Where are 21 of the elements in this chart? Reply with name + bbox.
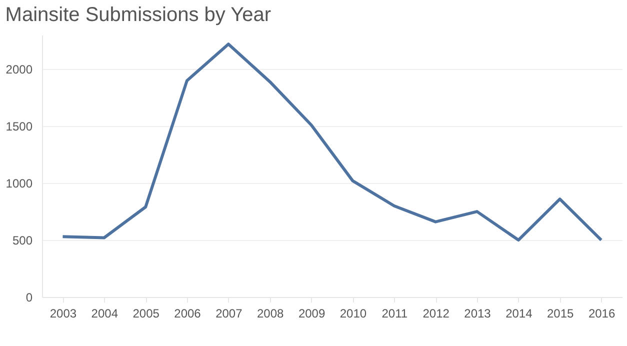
y-tick-label: 1000 <box>6 176 33 191</box>
y-tick-label: 0 <box>26 290 33 304</box>
chart-title: Mainsite Submissions by Year <box>5 4 272 26</box>
y-tick-label: 500 <box>12 234 33 248</box>
x-tick-label: 2007 <box>216 306 243 320</box>
y-tick-label: 2000 <box>6 62 33 77</box>
x-tick-label: 2003 <box>50 306 77 320</box>
x-tick-label: 2014 <box>506 306 533 320</box>
x-tick-label: 2015 <box>547 306 574 320</box>
x-tick-label: 2006 <box>174 306 202 320</box>
x-tick-label: 2010 <box>340 306 367 320</box>
x-tick-label: 2004 <box>91 306 118 320</box>
x-tick-label: 2011 <box>382 306 408 320</box>
x-tick-label: 2016 <box>588 306 616 320</box>
x-tick-label: 2013 <box>464 306 492 320</box>
x-tick-label: 2009 <box>298 306 326 320</box>
x-tick-label: 2008 <box>257 306 284 320</box>
x-tick-label: 2012 <box>422 306 450 320</box>
y-tick-label: 1500 <box>6 120 33 134</box>
x-tick-label: 2005 <box>132 306 160 320</box>
line-series <box>61 42 603 242</box>
